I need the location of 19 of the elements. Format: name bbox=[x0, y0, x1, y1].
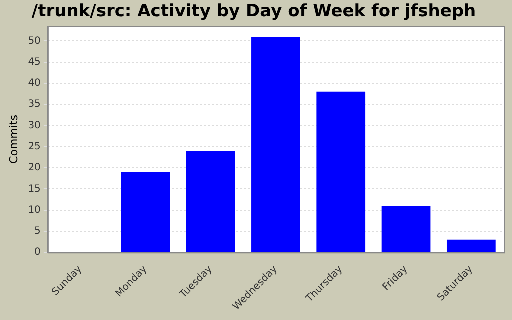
bar bbox=[382, 206, 431, 252]
bar bbox=[316, 92, 366, 252]
y-tick-label: 45 bbox=[28, 56, 41, 68]
y-tick-label: 10 bbox=[28, 204, 41, 216]
y-tick-label: 20 bbox=[28, 162, 41, 174]
y-tick-label: 5 bbox=[34, 226, 41, 238]
bar bbox=[252, 36, 300, 252]
chart-title: /trunk/src: Activity by Day of Week for jfsheph bbox=[32, 2, 476, 22]
y-tick-label: 15 bbox=[28, 184, 41, 195]
bar bbox=[186, 151, 236, 252]
bar bbox=[121, 172, 170, 252]
y-tick-label: 0 bbox=[34, 247, 41, 258]
y-tick-label: 35 bbox=[28, 99, 41, 110]
y-tick-label: 40 bbox=[28, 78, 41, 90]
y-tick-label: 30 bbox=[28, 120, 41, 132]
bar bbox=[446, 240, 496, 252]
y-tick-label: 25 bbox=[28, 141, 41, 152]
y-tick-label: 50 bbox=[28, 36, 41, 47]
y-axis-title: Commits bbox=[7, 114, 20, 164]
